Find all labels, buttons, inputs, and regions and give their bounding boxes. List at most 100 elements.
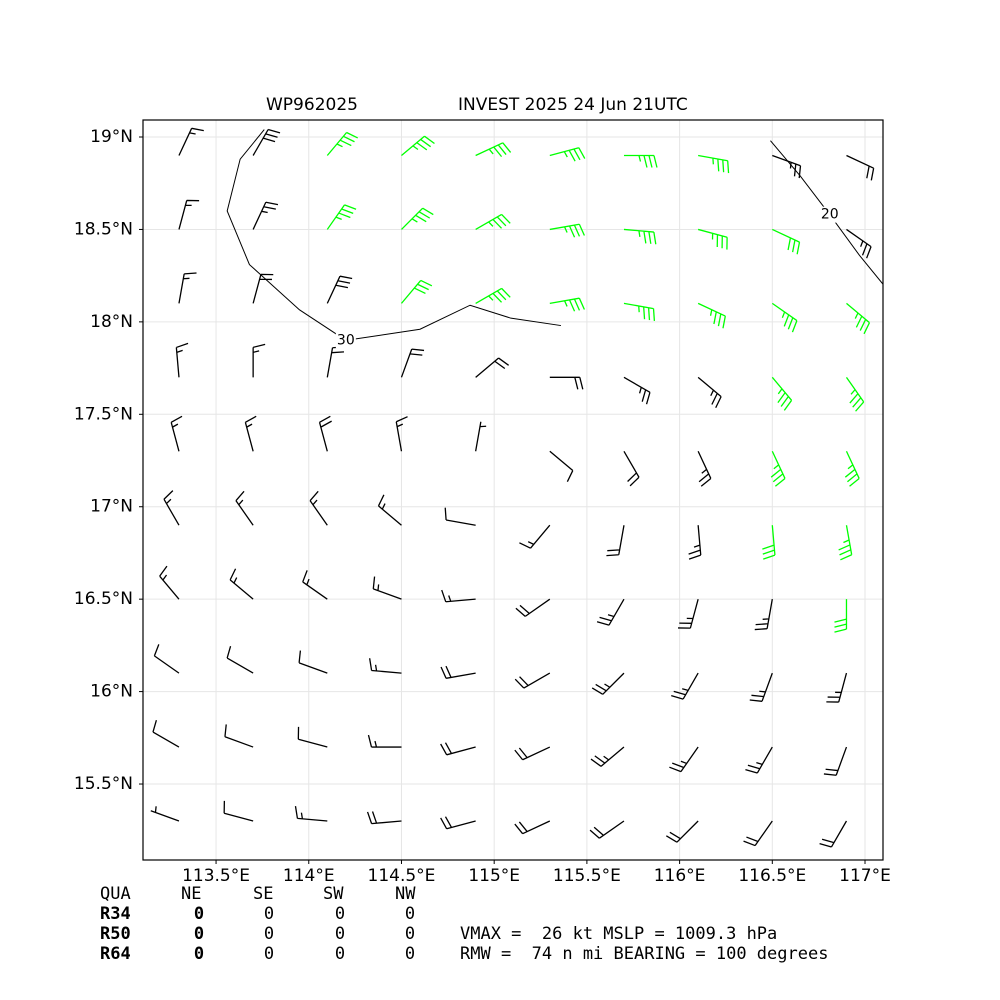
wind-barb xyxy=(846,302,871,335)
wind-barb xyxy=(771,302,798,333)
wind-barb xyxy=(298,650,328,674)
wind-barb xyxy=(226,646,254,674)
wind-barb xyxy=(252,343,266,378)
wind-barb xyxy=(475,357,510,378)
table-cell: 0 xyxy=(405,904,415,924)
wind-barb xyxy=(549,223,585,238)
table-cell: 0 xyxy=(194,924,204,944)
wind-barb xyxy=(606,525,625,557)
wind-barb xyxy=(440,742,476,756)
wind-barb xyxy=(623,154,658,168)
wind-barb xyxy=(326,204,357,230)
wind-barb xyxy=(772,154,802,179)
wind-barb xyxy=(745,746,773,774)
contour-label: 30 xyxy=(337,332,355,348)
wind-barb xyxy=(698,154,730,174)
wind-barb xyxy=(823,746,848,776)
wind-barb xyxy=(514,820,551,835)
wind-barb xyxy=(749,672,773,702)
plot-area: 30 20 xyxy=(150,127,883,848)
wind-barb xyxy=(318,415,332,452)
table-cell: 0 xyxy=(264,944,274,964)
table-cell: 0 xyxy=(335,944,345,964)
table-cell: 0 xyxy=(405,924,415,944)
table-header: NW xyxy=(395,884,416,904)
row-label: R34 xyxy=(100,904,131,924)
wind-barb xyxy=(297,726,328,748)
wind-barb xyxy=(178,199,200,230)
wind-barb xyxy=(152,719,180,748)
wind-barb xyxy=(549,147,586,162)
wind-barb xyxy=(549,450,574,482)
wind-barb xyxy=(377,494,402,526)
x-tick-label: 113.5°E xyxy=(182,866,250,886)
wind-barb xyxy=(590,746,625,767)
table-header: SW xyxy=(323,884,344,904)
table-cell: 0 xyxy=(194,904,204,924)
wind-barb xyxy=(475,142,512,158)
wind-barb xyxy=(235,490,254,526)
wind-barb xyxy=(369,658,402,674)
wind-barb xyxy=(623,450,640,487)
wind-barb xyxy=(519,524,551,549)
wind-barb xyxy=(514,746,551,761)
row-label: R64 xyxy=(100,944,131,964)
contour-line xyxy=(226,129,562,341)
wind-barb xyxy=(549,376,584,390)
wind-barb xyxy=(252,201,279,230)
wind-barb xyxy=(754,599,773,631)
wind-barb xyxy=(846,154,875,181)
wind-barb xyxy=(252,128,281,156)
wind-barb xyxy=(623,302,656,321)
wind-barb xyxy=(845,376,865,412)
wind-barb xyxy=(159,565,180,600)
wind-barb xyxy=(440,816,476,830)
info-line: RMW = 74 n mi BEARING = 100 degrees xyxy=(460,944,828,964)
y-tick-label: 15.5°N xyxy=(74,774,133,794)
wind-barb xyxy=(170,415,183,452)
chart-subtitle: INVEST 2025 24 Jun 21UTC xyxy=(458,95,688,115)
row-label: R50 xyxy=(100,924,131,944)
wind-barb xyxy=(475,287,511,304)
wind-barb xyxy=(743,820,773,847)
wind-barb xyxy=(178,127,204,156)
contour-label-bg xyxy=(819,206,840,223)
x-tick-label: 115.5°E xyxy=(553,866,621,886)
plot-frame xyxy=(142,119,884,861)
wind-barb xyxy=(826,672,848,703)
y-tick-label: 18.5°N xyxy=(74,219,133,239)
wind-barb xyxy=(677,598,699,629)
wind-barb xyxy=(401,207,434,230)
x-tick-label: 114.5°E xyxy=(368,866,436,886)
wind-barb xyxy=(589,820,625,839)
wind-barb xyxy=(514,672,551,689)
wind-barb xyxy=(697,228,728,250)
chart-title: WP962025 xyxy=(266,95,358,115)
x-tick-label: 116.5°E xyxy=(738,866,806,886)
table-cell: 0 xyxy=(264,924,274,944)
wind-barb xyxy=(150,806,180,822)
wind-barb xyxy=(366,811,402,825)
contour-label: 20 xyxy=(821,207,839,223)
y-tick-label: 19°N xyxy=(90,127,133,147)
wind-barb xyxy=(372,576,402,600)
x-tick-label: 116°E xyxy=(654,866,706,886)
wind-barb xyxy=(697,450,712,487)
x-tick-label: 117°E xyxy=(839,866,891,886)
table-cell: 0 xyxy=(264,904,274,924)
wind-barb xyxy=(762,525,776,560)
wind-barb xyxy=(440,665,476,679)
wind-barb xyxy=(838,525,853,561)
wind-barb xyxy=(178,272,197,304)
wind-barb xyxy=(819,820,848,848)
wind-barb xyxy=(175,342,189,378)
y-tick-label: 17°N xyxy=(90,497,133,517)
wind-barb xyxy=(224,724,254,748)
wind-barb xyxy=(596,598,625,626)
wind-barb xyxy=(163,490,180,526)
x-tick-label: 115°E xyxy=(468,866,520,886)
table-header: SE xyxy=(253,884,273,904)
